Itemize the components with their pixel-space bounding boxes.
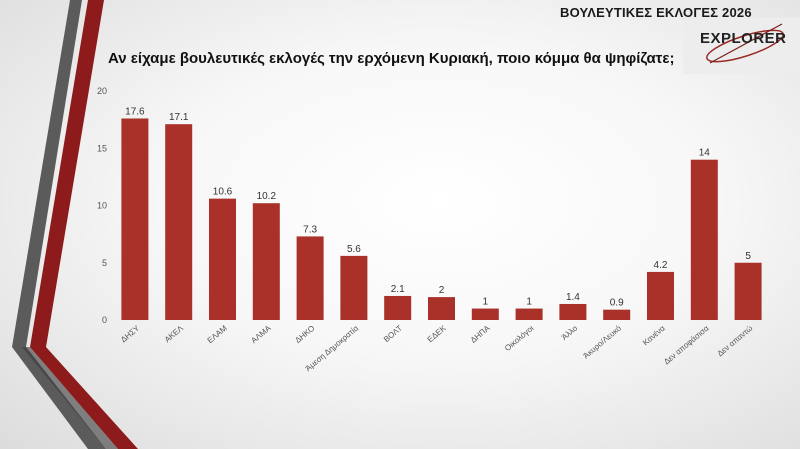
logo-text: EXPLORER — [700, 30, 787, 47]
x-tick-label: Κανένα — [641, 323, 667, 347]
x-tick-label: ΔΗΚΟ — [293, 324, 316, 345]
data-label: 17.1 — [169, 112, 189, 123]
data-labels: 17.6 17.1 10.6 10.2 7.3 5.6 2.1 2 1 1 1.4 0.9 4.2 14 5 — [125, 106, 751, 308]
header-title: ΒΟΥΛΕΥΤΙΚΕΣ ΕΚΛΟΓΕΣ 2026 — [560, 5, 752, 20]
bar — [603, 309, 631, 320]
data-label: 1.4 — [566, 292, 580, 303]
x-tick-label: ΑΚΕΛ — [163, 323, 186, 344]
bar — [252, 203, 280, 320]
y-tick-label: 20 — [97, 86, 107, 96]
chart-title: Αν είχαμε βουλευτικές εκλογές την ερχόμε… — [108, 50, 675, 67]
bar — [428, 297, 455, 320]
x-tick-label: Άκυρο/Λευκό — [582, 323, 624, 360]
red-stripe-bottom — [30, 347, 138, 449]
gray-stripe-bottom — [12, 347, 106, 449]
data-label: 2.1 — [391, 284, 405, 295]
bar — [471, 308, 499, 320]
bar — [734, 262, 762, 320]
y-tick-label: 10 — [97, 201, 107, 211]
dark-stripe-bottom — [22, 347, 118, 449]
bar — [647, 271, 674, 320]
x-tick-label: ΔΗΣΥ — [119, 323, 142, 344]
bar — [296, 236, 324, 320]
data-label: 2 — [439, 285, 445, 296]
bar — [340, 255, 368, 320]
data-label: 5.6 — [347, 244, 361, 255]
x-tick-label: ΑΛΜΑ — [249, 323, 273, 345]
x-tick-label: Δεν απαντώ — [716, 324, 755, 359]
bar — [165, 124, 193, 320]
data-label: 10.6 — [213, 187, 233, 198]
bar — [121, 118, 149, 320]
data-label: 14 — [699, 148, 711, 159]
data-label: 1 — [526, 297, 532, 308]
bars — [121, 118, 762, 320]
y-tick-label: 5 — [102, 258, 107, 268]
x-tick-label: ΕΛΑΜ — [206, 323, 229, 345]
data-label: 4.2 — [654, 260, 668, 271]
x-tick-label: Οικολόγοι — [503, 324, 536, 353]
red-stripe-top — [30, 0, 104, 347]
x-tick-label: ΔΗΠΑ — [469, 323, 492, 345]
bar — [515, 308, 543, 320]
x-tick-label: ΕΔΕΚ — [426, 323, 449, 344]
bar — [690, 159, 718, 320]
data-label: 7.3 — [303, 224, 317, 235]
data-label: 5 — [745, 251, 751, 262]
x-tick-label: ΒΟΛΤ — [382, 324, 404, 344]
y-tick-label: 15 — [97, 143, 107, 153]
y-axis: 0 5 10 15 20 — [97, 86, 107, 325]
x-tick-label: Άλλο — [560, 323, 580, 342]
logo-swoosh-icon — [706, 23, 784, 64]
data-label: 0.9 — [610, 298, 624, 309]
gray-stripe-top — [12, 0, 82, 347]
data-label: 10.2 — [257, 191, 277, 202]
data-label: 1 — [483, 297, 489, 308]
bar — [384, 295, 412, 320]
data-label: 17.6 — [125, 106, 145, 117]
y-tick-label: 0 — [102, 315, 107, 325]
bar — [559, 303, 587, 320]
x-tick-label: Δεν αποφάσισα — [662, 323, 711, 366]
bar — [209, 198, 236, 320]
